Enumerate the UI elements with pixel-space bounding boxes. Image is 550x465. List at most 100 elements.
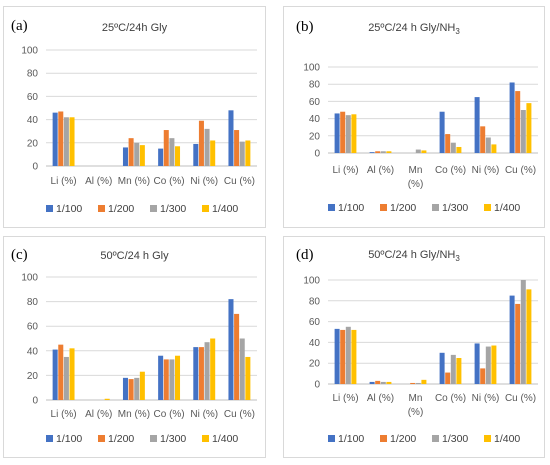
bar-1-200-2 bbox=[128, 379, 134, 400]
bar-1-400-5 bbox=[245, 356, 251, 400]
bar-1-200-5 bbox=[515, 91, 521, 153]
bar-1-400-5 bbox=[526, 103, 532, 153]
legend-swatch bbox=[432, 204, 439, 211]
x-category-label: Ni (%) bbox=[472, 165, 500, 176]
legend-label: 1/300 bbox=[442, 433, 468, 445]
x-category-label: Al (%) bbox=[85, 409, 112, 420]
bar-1-400-4 bbox=[491, 144, 497, 153]
chart-title-text: 25ºC/24 h Gly/NH bbox=[368, 22, 456, 34]
bar-1-200-2 bbox=[128, 138, 134, 166]
bar-1-200-0 bbox=[340, 329, 346, 384]
x-category-label: Mn bbox=[409, 165, 423, 176]
y-tick-label: 100 bbox=[21, 46, 38, 57]
x-category-label: Cu (%) bbox=[224, 409, 255, 420]
legend-swatch bbox=[202, 435, 209, 442]
bar-1-200-0 bbox=[340, 111, 346, 153]
bar-1-200-0 bbox=[58, 111, 64, 166]
bar-1-400-4 bbox=[210, 140, 216, 166]
bar-1-400-1 bbox=[104, 398, 110, 400]
legend-label: 1/200 bbox=[108, 433, 134, 445]
y-tick-label: 0 bbox=[314, 380, 320, 391]
bar-1-100-5 bbox=[509, 82, 515, 153]
bar-1-400-0 bbox=[69, 348, 75, 400]
chart-title-text: 25ºC/24h Gly bbox=[101, 22, 168, 34]
chart-title-subscript: 3 bbox=[455, 27, 460, 37]
x-category-label: (%) bbox=[408, 179, 424, 190]
bar-1-300-3 bbox=[169, 138, 175, 166]
y-tick-label: 20 bbox=[27, 138, 39, 149]
x-category-label: Li (%) bbox=[51, 176, 77, 187]
bar-1-200-5 bbox=[515, 303, 521, 384]
x-category-label: Ni (%) bbox=[190, 409, 218, 420]
bar-1-400-1 bbox=[386, 381, 392, 384]
bar-1-400-2 bbox=[139, 145, 145, 166]
legend-label: 1/300 bbox=[160, 203, 186, 215]
bar-1-200-4 bbox=[198, 120, 204, 166]
bar-1-100-1 bbox=[369, 152, 375, 153]
bar-1-100-3 bbox=[158, 355, 164, 400]
chart-panel-b: 0 20 40 60 80 100 Li (%) Al (%) Mn (%) Co (%) Ni (%… bbox=[283, 6, 545, 228]
chart-svg-d: 0 20 40 60 80 100 Li (%) Al (%) Mn (%) Co (%) Ni (%… bbox=[303, 276, 538, 445]
y-tick-label: 80 bbox=[309, 296, 321, 307]
y-tick-label: 40 bbox=[309, 338, 321, 349]
legend-swatch bbox=[98, 435, 105, 442]
y-tick-label: 60 bbox=[27, 322, 39, 333]
bar-1-200-1 bbox=[375, 380, 381, 384]
bar-1-100-0 bbox=[334, 113, 340, 153]
x-category-label: Mn (%) bbox=[118, 409, 150, 420]
legend-swatch bbox=[380, 204, 387, 211]
legend-swatch bbox=[98, 205, 105, 212]
chart-title-subscript: 3 bbox=[455, 254, 460, 264]
y-tick-label: 40 bbox=[309, 114, 321, 125]
bar-1-200-3 bbox=[163, 130, 169, 166]
panel-label: (c) bbox=[11, 247, 28, 263]
y-tick-label: 60 bbox=[27, 92, 39, 103]
y-tick-label: 40 bbox=[27, 115, 39, 126]
bar-1-200-3 bbox=[445, 372, 451, 384]
legend-label: 1/100 bbox=[338, 202, 364, 214]
bar-1-300-2 bbox=[134, 142, 140, 166]
chart-title-text: 50ºC/24 h Gly/NH bbox=[368, 249, 456, 261]
legend-label: 1/400 bbox=[212, 203, 238, 215]
legend-label: 1/200 bbox=[390, 433, 416, 445]
x-category-label: Co (%) bbox=[154, 176, 185, 187]
bar-1-100-4 bbox=[193, 347, 199, 400]
legend-swatch bbox=[46, 435, 53, 442]
x-category-label: Cu (%) bbox=[505, 165, 536, 176]
legend-swatch bbox=[150, 205, 157, 212]
bar-1-200-3 bbox=[163, 359, 169, 400]
chart-panel-c: 0 20 40 60 80 100 Li (%) Al (%) Mn (%) Co (%) Ni (… bbox=[3, 236, 266, 458]
bar-1-300-4 bbox=[485, 346, 491, 384]
legend-swatch bbox=[46, 205, 53, 212]
bar-1-400-3 bbox=[175, 146, 181, 166]
bar-1-400-5 bbox=[526, 289, 532, 384]
y-tick-label: 20 bbox=[309, 359, 321, 370]
x-category-label: Li (%) bbox=[332, 393, 358, 404]
y-tick-label: 100 bbox=[303, 276, 320, 287]
bar-1-100-0 bbox=[52, 112, 58, 166]
x-category-label: Co (%) bbox=[435, 393, 466, 404]
legend-label: 1/200 bbox=[108, 203, 134, 215]
y-tick-label: 100 bbox=[21, 273, 38, 284]
y-tick-label: 40 bbox=[27, 346, 39, 357]
legend-swatch bbox=[202, 205, 209, 212]
legend-swatch bbox=[484, 435, 491, 442]
bar-1-100-2 bbox=[122, 147, 128, 166]
y-tick-label: 20 bbox=[27, 371, 39, 382]
bar-1-200-4 bbox=[198, 347, 204, 400]
legend-label: 1/300 bbox=[442, 202, 468, 214]
chart-title: 50ºC/24 h Gly/NH3 bbox=[284, 249, 544, 263]
y-tick-label: 0 bbox=[32, 162, 38, 173]
bar-1-100-4 bbox=[474, 97, 480, 153]
y-tick-label: 80 bbox=[27, 69, 39, 80]
bar-1-400-0 bbox=[351, 329, 357, 384]
bar-1-200-5 bbox=[234, 313, 240, 400]
x-category-label: Li (%) bbox=[332, 165, 358, 176]
bar-1-300-2 bbox=[415, 149, 421, 153]
bar-1-300-4 bbox=[204, 128, 210, 166]
chart-svg-a: 0 20 40 60 80 100 Li (%) Al (%) Mn (%) Co (%) Ni (… bbox=[21, 46, 257, 215]
legend-label: 1/400 bbox=[494, 433, 520, 445]
y-tick-label: 20 bbox=[309, 131, 321, 142]
legend-swatch bbox=[432, 435, 439, 442]
bar-1-400-3 bbox=[456, 358, 462, 384]
